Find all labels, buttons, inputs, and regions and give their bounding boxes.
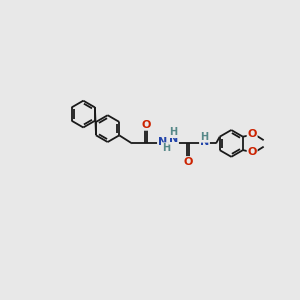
Text: N: N: [200, 137, 209, 147]
Text: H: H: [200, 132, 208, 142]
Text: O: O: [141, 120, 151, 130]
Text: N: N: [158, 137, 167, 147]
Text: N: N: [169, 134, 178, 144]
Text: O: O: [183, 157, 193, 167]
Text: O: O: [248, 147, 257, 158]
Text: H: H: [169, 127, 178, 137]
Text: H: H: [162, 143, 170, 153]
Text: O: O: [248, 129, 257, 140]
